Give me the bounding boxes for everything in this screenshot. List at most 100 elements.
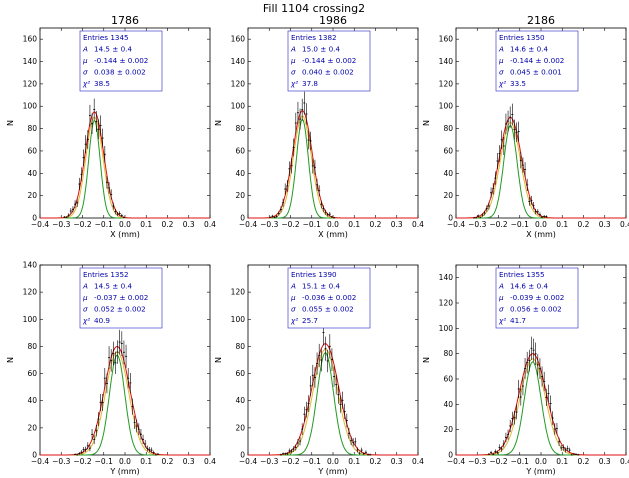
y-axis-label: N — [214, 357, 223, 363]
x-axis-label: X (mm) — [526, 230, 556, 239]
fit-total-curve — [40, 345, 210, 456]
stats-symbol: σ — [291, 305, 296, 314]
stats-box — [79, 30, 163, 92]
x-tick-label: 0.0 — [327, 220, 339, 229]
stats-symbol: A — [290, 45, 296, 54]
stats-symbol: μ — [82, 56, 88, 65]
y-tick-label: 100 — [231, 102, 246, 111]
y-tick-label: 20 — [443, 425, 453, 434]
x-tick-label: 0.0 — [119, 457, 131, 466]
y-tick-label: 100 — [23, 315, 38, 324]
y-axis-label: N — [422, 120, 431, 126]
x-tick-label: −0.2 — [489, 457, 507, 466]
stats-entries: Entries 1390 — [291, 270, 337, 279]
fit-total-curve — [456, 353, 626, 456]
figure-title: Fill 1104 crossing2 — [263, 2, 365, 15]
stats-entries: Entries 1350 — [499, 33, 545, 42]
stats-value: 14.6 ± 0.4 — [510, 45, 548, 54]
y-tick-label: 80 — [235, 342, 245, 351]
stats-symbol: χ² — [498, 79, 506, 88]
y-axis-label: N — [6, 357, 15, 363]
y-tick-label: 100 — [231, 315, 246, 324]
y-tick-label: 60 — [27, 369, 37, 378]
y-tick-label: 20 — [235, 191, 245, 200]
stats-symbol: A — [498, 45, 504, 54]
stats-value: -0.037 ± 0.002 — [94, 293, 148, 302]
x-tick-label: 0.3 — [599, 220, 611, 229]
y-tick-label: 40 — [27, 396, 37, 405]
x-tick-label: 0.1 — [348, 457, 360, 466]
x-axis-label: Y (mm) — [317, 467, 347, 476]
y-tick-label: 80 — [443, 124, 453, 133]
y-tick-label: 60 — [443, 146, 453, 155]
fit-wide-curve — [248, 348, 418, 456]
x-tick-label: −0.3 — [52, 457, 70, 466]
y-tick-label: 0 — [448, 451, 453, 460]
fit-wide-curve — [456, 121, 626, 219]
fit-wide-curve — [248, 115, 418, 219]
stats-entries: Entries 1382 — [291, 33, 337, 42]
y-tick-label: 120 — [23, 79, 38, 88]
y-tick-label: 140 — [231, 57, 246, 66]
x-tick-label: 0.1 — [556, 457, 568, 466]
y-axis-label: N — [214, 120, 223, 126]
y-tick-label: 140 — [23, 261, 38, 270]
stats-value: 0.038 ± 0.002 — [94, 68, 146, 77]
fit-narrow-curve — [40, 354, 210, 456]
y-tick-label: 80 — [27, 342, 37, 351]
y-tick-label: 80 — [27, 124, 37, 133]
x-tick-label: 0.4 — [412, 220, 424, 229]
y-tick-label: 100 — [23, 102, 38, 111]
stats-symbol: χ² — [82, 316, 90, 325]
y-tick-label: 0 — [448, 214, 453, 223]
stats-value: 40.9 — [94, 316, 110, 325]
x-tick-label: 0.1 — [140, 220, 152, 229]
stats-value: 0.040 ± 0.002 — [302, 68, 354, 77]
y-tick-label: 160 — [231, 35, 246, 44]
panel-title: 1786 — [111, 14, 139, 27]
x-tick-label: 0.3 — [183, 220, 195, 229]
stats-box — [495, 30, 579, 92]
stats-symbol: A — [498, 282, 504, 291]
x-tick-label: −0.3 — [260, 220, 278, 229]
stats-symbol: σ — [83, 68, 88, 77]
y-tick-label: 0 — [32, 451, 37, 460]
fit-total-curve — [248, 110, 418, 219]
x-tick-label: 0.3 — [391, 220, 403, 229]
y-tick-label: 100 — [439, 102, 454, 111]
y-tick-label: 0 — [240, 451, 245, 460]
stats-symbol: A — [82, 282, 88, 291]
x-tick-label: −0.3 — [260, 457, 278, 466]
stats-box — [495, 267, 579, 329]
y-tick-label: 20 — [27, 423, 37, 432]
y-axis-label: N — [6, 120, 15, 126]
stats-value: 0.056 ± 0.002 — [510, 305, 562, 314]
stats-value: 14.5 ± 0.4 — [94, 45, 132, 54]
x-tick-label: 0.4 — [412, 457, 424, 466]
x-tick-label: 0.0 — [535, 457, 547, 466]
y-tick-label: 100 — [439, 324, 454, 333]
stats-value: 0.055 ± 0.002 — [302, 305, 354, 314]
y-tick-label: 80 — [443, 349, 453, 358]
stats-symbol: μ — [498, 293, 504, 302]
y-tick-label: 40 — [235, 396, 245, 405]
x-axis-label: X (mm) — [110, 230, 140, 239]
stats-value: -0.144 ± 0.002 — [510, 56, 564, 65]
stats-symbol: χ² — [498, 316, 506, 325]
x-tick-label: −0.4 — [31, 457, 49, 466]
stats-symbol: μ — [290, 293, 296, 302]
stats-value: 15.1 ± 0.4 — [302, 282, 340, 291]
x-tick-label: 0.1 — [556, 220, 568, 229]
x-tick-label: 0.4 — [620, 457, 629, 466]
x-tick-label: 0.2 — [578, 220, 590, 229]
panel-title: 2186 — [527, 14, 555, 27]
x-tick-label: −0.2 — [281, 220, 299, 229]
y-axis-label: N — [422, 357, 431, 363]
x-tick-label: 0.0 — [327, 457, 339, 466]
x-tick-label: 0.3 — [391, 457, 403, 466]
fit-wide-curve — [40, 116, 210, 219]
y-tick-label: 120 — [439, 79, 454, 88]
y-tick-label: 20 — [27, 191, 37, 200]
x-tick-label: −0.4 — [447, 457, 465, 466]
